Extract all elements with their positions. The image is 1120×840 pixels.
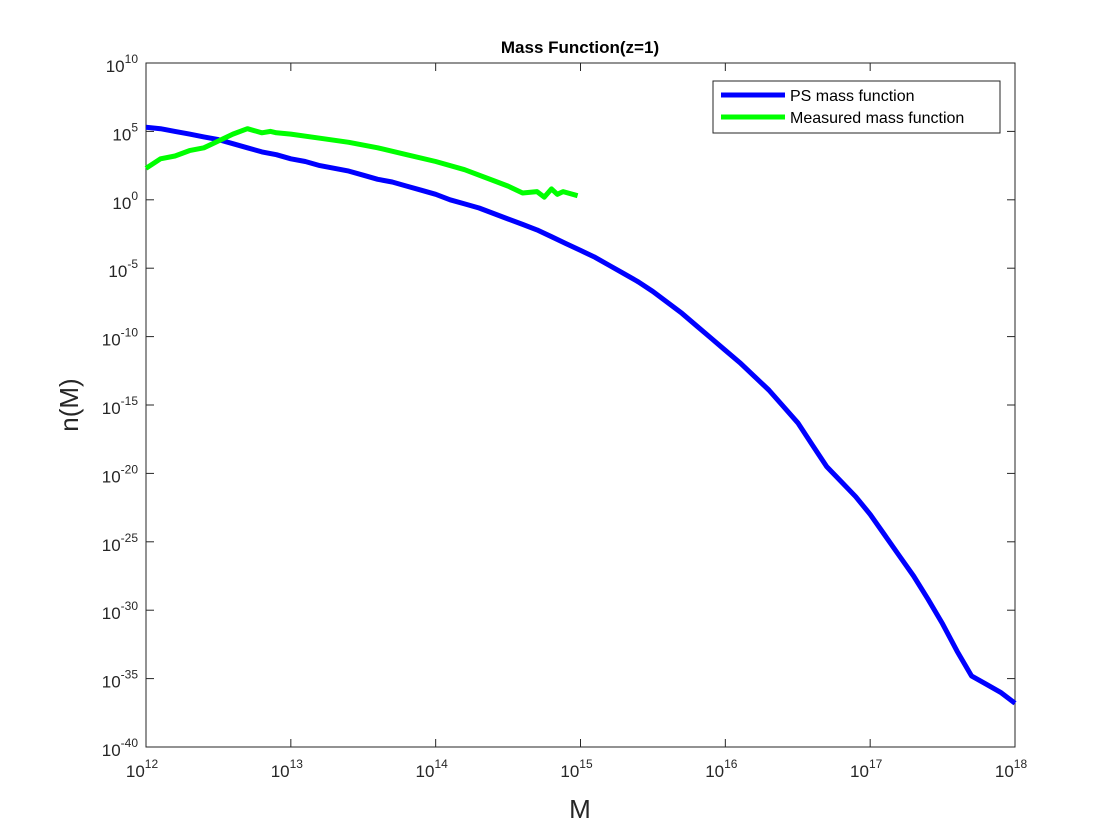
x-tick-label: 1014 [416,757,449,781]
x-axis-label: M [569,794,591,824]
x-tick-base: 10 [705,762,724,781]
y-tick-base: 10 [102,741,121,760]
legend-box [712,80,1001,134]
x-tick-exponent: 15 [579,757,593,771]
ps-mass-function-line [145,124,1017,706]
x-tick-exponent: 16 [724,757,738,771]
y-tick-label: 105 [112,120,138,144]
y-tick-exponent: -30 [121,599,139,613]
x-tick-base: 10 [416,762,435,781]
y-tick-exponent: 10 [125,52,139,66]
y-tick-exponent: 0 [131,189,138,203]
y-tick-base: 10 [112,125,131,144]
x-tick-exponent: 17 [869,757,883,771]
y-tick-base: 10 [112,194,131,213]
y-tick-exponent: -5 [127,257,138,271]
x-tick-base: 10 [850,762,869,781]
y-tick-label: 1010 [106,52,139,76]
y-tick-base: 10 [102,399,121,418]
y-tick-label: 10-5 [108,257,138,281]
y-tick-exponent: -15 [121,394,139,408]
x-tick-base: 10 [126,762,145,781]
y-tick-base: 10 [102,536,121,555]
chart-title: Mass Function(z=1) [501,38,659,57]
y-tick-base: 10 [102,331,121,350]
plot-area [145,62,1016,748]
x-tick-label: 1017 [850,757,883,781]
y-axis-label: n(M) [54,378,84,431]
y-tick-label: 10-25 [102,531,139,555]
y-tick-label: 10-30 [102,599,139,623]
x-axis-ticks: 1012 1013 1014 1015 1016 1017 1018 [126,63,1028,781]
y-tick-label: 10-15 [102,394,139,418]
legend-label-measured: Measured mass function [790,110,964,127]
y-tick-label: 10-35 [102,668,139,692]
series-layer [144,124,1017,706]
y-tick-exponent: -10 [121,326,139,340]
x-tick-label: 1015 [560,757,593,781]
y-tick-exponent: -40 [121,736,139,750]
y-tick-exponent: 5 [131,120,138,134]
x-tick-exponent: 13 [290,757,304,771]
y-tick-base: 10 [102,604,121,623]
legend: PS mass function Measured mass function [712,80,1001,134]
y-tick-exponent: -35 [121,668,139,682]
x-tick-base: 10 [995,762,1014,781]
legend-label-ps: PS mass function [790,88,915,105]
x-tick-base: 10 [560,762,579,781]
x-tick-label: 1018 [995,757,1028,781]
y-tick-label: 10-40 [102,736,139,760]
y-tick-label: 10-10 [102,326,139,350]
y-tick-base: 10 [102,673,121,692]
x-tick-exponent: 18 [1014,757,1028,771]
y-tick-exponent: -20 [121,462,139,476]
x-tick-label: 1012 [126,757,159,781]
y-tick-exponent: -25 [121,531,139,545]
x-tick-label: 1013 [271,757,304,781]
y-tick-base: 10 [102,467,121,486]
x-tick-exponent: 12 [145,757,159,771]
y-tick-base: 10 [106,57,125,76]
y-axis-ticks: 101010510010-510-1010-1510-2010-2510-301… [102,52,1015,760]
y-tick-label: 10-20 [102,462,139,486]
x-tick-base: 10 [271,762,290,781]
x-tick-exponent: 14 [434,757,448,771]
measured-mass-function-line [144,126,579,200]
y-tick-base: 10 [108,262,127,281]
x-tick-label: 1016 [705,757,738,781]
y-tick-label: 100 [112,189,138,213]
